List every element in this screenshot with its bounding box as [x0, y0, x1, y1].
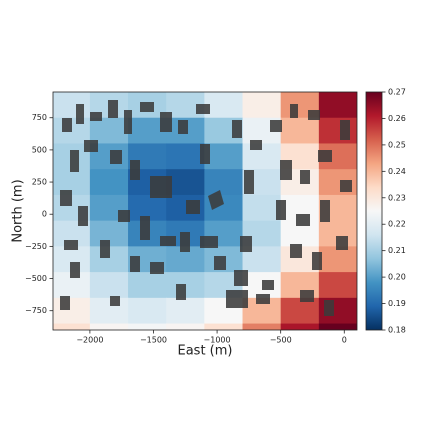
contour-cell: [53, 323, 91, 330]
x-tick-label: 0: [342, 336, 347, 345]
x-tick-label: −1500: [140, 336, 167, 345]
contour-cell: [166, 169, 205, 196]
contour-cell: [53, 92, 91, 119]
contour-cell: [89, 297, 129, 325]
contour-cell: [242, 323, 282, 330]
contour-cell: [318, 272, 357, 299]
contour-cell: [280, 297, 320, 325]
x-tick-label: −1000: [204, 336, 231, 345]
contour-cell: [204, 143, 244, 170]
contour-cell: [89, 272, 129, 299]
contour-cell: [204, 323, 244, 330]
y-tick-label: 250: [32, 178, 47, 187]
y-tick-label: −750: [25, 306, 47, 315]
contour-cell: [166, 297, 205, 325]
contour-cell: [166, 323, 205, 330]
colorbar-tick-label: 0.20: [388, 273, 406, 282]
contour-cell: [242, 194, 282, 222]
contour-cell: [204, 169, 244, 196]
contour-cell: [280, 117, 320, 145]
contour-cell: [89, 117, 129, 145]
x-tick-label: −2000: [76, 336, 103, 345]
colorbar-tick-label: 0.22: [388, 220, 406, 229]
contour-cell: [166, 143, 205, 170]
contour-cell: [128, 323, 167, 330]
contour-cell: [318, 117, 357, 145]
x-tick-label: −500: [270, 336, 292, 345]
contour-cell: [242, 92, 282, 119]
colorbar-tick-label: 0.24: [388, 167, 406, 176]
colorbar: [365, 91, 383, 331]
contour-cell: [280, 323, 320, 330]
buildings: [60, 100, 352, 316]
y-tick-label: 500: [32, 145, 47, 154]
plot-frame: [52, 91, 358, 331]
contour-field: [53, 92, 357, 330]
colorbar-tick-label: 0.27: [388, 88, 406, 97]
y-tick-label: 750: [32, 113, 47, 122]
contour-cell: [318, 92, 357, 119]
x-axis-label: East (m): [178, 344, 233, 359]
colorbar-tick-label: 0.19: [388, 299, 406, 308]
colorbar-tick-label: 0.25: [388, 140, 406, 149]
contour-cell: [204, 92, 244, 119]
contour-cell: [89, 323, 129, 330]
y-tick-label: −500: [25, 274, 47, 283]
colorbar-tick-label: 0.23: [388, 193, 406, 202]
contour-cell: [53, 297, 91, 325]
colorbar-tick-label: 0.18: [388, 326, 406, 335]
contour-cell: [89, 169, 129, 196]
y-tick-label: −250: [25, 242, 47, 251]
contour-cell: [318, 323, 357, 330]
y-tick-label: 0: [42, 210, 47, 219]
y-axis-label: North (m): [11, 179, 26, 242]
colorbar-tick-label: 0.21: [388, 246, 406, 255]
contour-cell: [318, 246, 357, 273]
colorbar-tick-label: 0.26: [388, 114, 406, 123]
contour-cell: [128, 297, 167, 325]
contour-cell: [128, 272, 167, 299]
